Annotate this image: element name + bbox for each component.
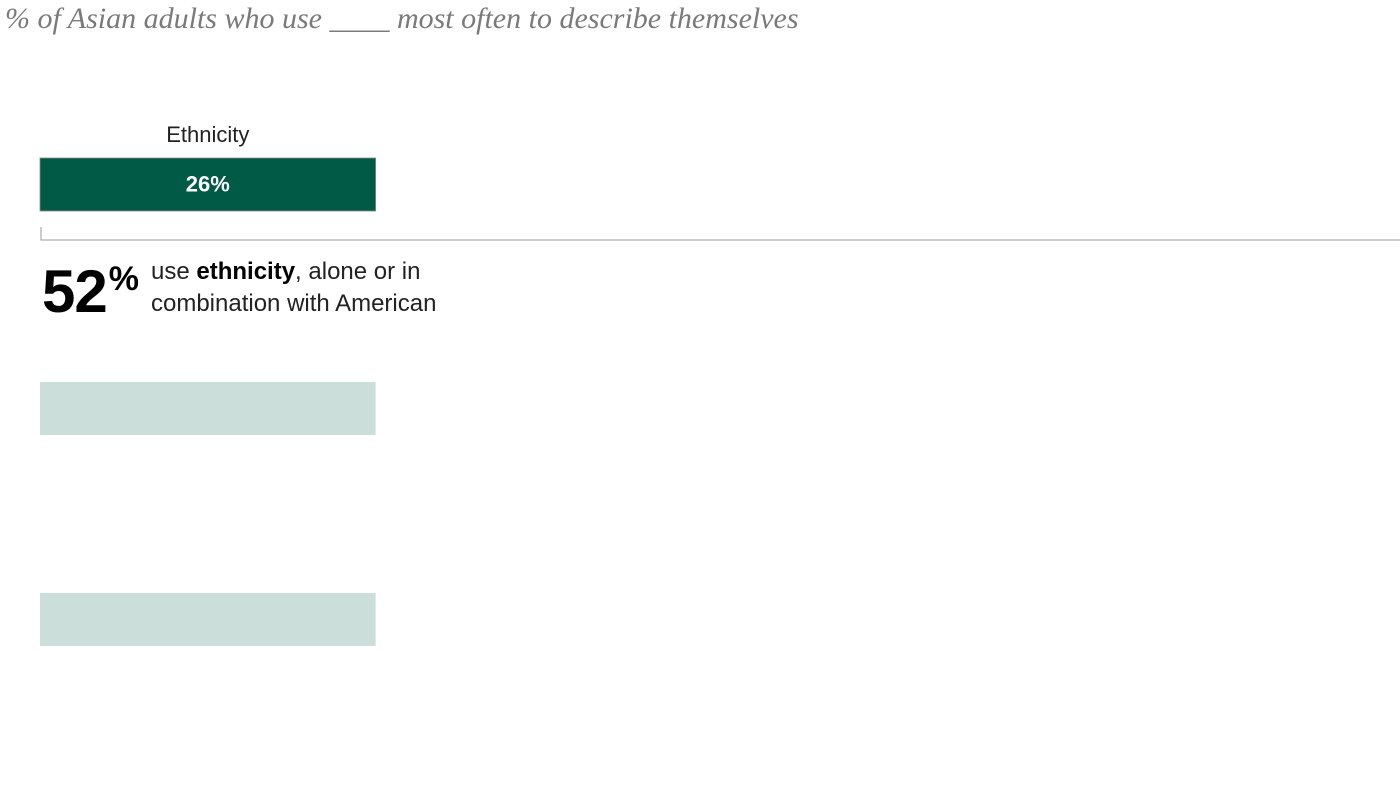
annotation: 52% use ethnicity, alone or in combinatio… (42, 258, 496, 325)
annotation-text-bold: ethnicity (196, 258, 296, 285)
bracket (40, 227, 1400, 241)
annotation-text: use ethnicity, alone or in combination w… (151, 256, 496, 320)
bar-segment (40, 593, 376, 646)
category-label: Ethnicity (166, 122, 250, 147)
annotation-text-after: , alone or in combination with American (150, 258, 437, 317)
chart-title: % of Asian adults who use ____ most ofte… (5, 2, 799, 35)
bar-segment (40, 382, 376, 435)
value-label: 26% (186, 171, 230, 196)
bar-segment (39, 157, 377, 212)
annotation-text-before: use (150, 258, 197, 285)
annotation-value: 52 (42, 258, 108, 325)
annotation-unit: % (108, 260, 139, 298)
